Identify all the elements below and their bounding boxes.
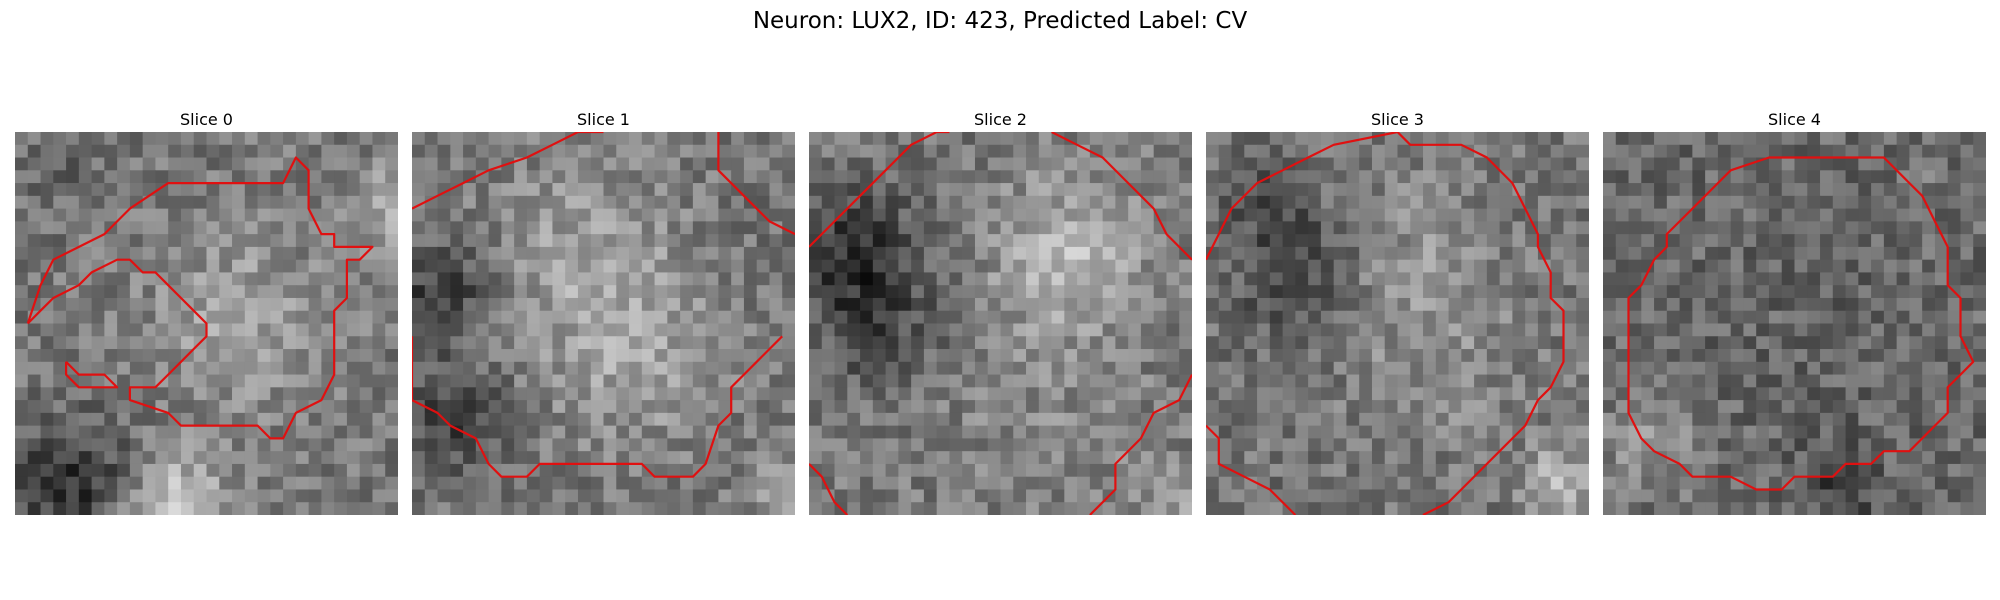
- segmentation-contour: [64, 361, 119, 389]
- segmentation-contour: [1206, 424, 1297, 515]
- segmentation-contour: [717, 132, 795, 236]
- pixel-grid: [1206, 132, 1589, 515]
- segmentation-contour: [412, 132, 604, 210]
- pixel-grid: [809, 132, 1192, 515]
- segmentation-contour: [1627, 156, 1975, 491]
- slice-title: Slice 4: [1768, 110, 1821, 129]
- figure-title: Neuron: LUX2, ID: 423, Predicted Label: …: [752, 8, 1248, 34]
- segmentation-contour: [1089, 374, 1192, 515]
- slice-panel-2: Slice 2: [809, 108, 1192, 515]
- segmentation-contour: [809, 132, 950, 248]
- slice-image: [809, 132, 1192, 515]
- slice-image: [15, 132, 398, 515]
- segmentation-contour: [26, 156, 374, 440]
- slice-title: Slice 3: [1371, 110, 1424, 129]
- pixel-grid: [15, 132, 398, 515]
- pixel-grid: [412, 132, 795, 515]
- pixel-grid: [1603, 132, 1986, 515]
- slice-image: [1603, 132, 1986, 515]
- slice-panel-3: Slice 3: [1206, 108, 1589, 515]
- segmentation-contour: [412, 335, 783, 478]
- slice-title: Slice 2: [974, 110, 1027, 129]
- slice-title: Slice 1: [577, 110, 630, 129]
- slice-image: [412, 132, 795, 515]
- segmentation-contour: [1206, 132, 1565, 515]
- slice-image: [1206, 132, 1589, 515]
- slice-panel-1: Slice 1: [412, 108, 795, 515]
- segmentation-contour: [1051, 132, 1192, 261]
- slice-panel-0: Slice 0: [15, 108, 398, 515]
- segmentation-contour: [809, 463, 849, 515]
- slice-panel-4: Slice 4: [1603, 108, 1986, 515]
- slice-title: Slice 0: [180, 110, 233, 129]
